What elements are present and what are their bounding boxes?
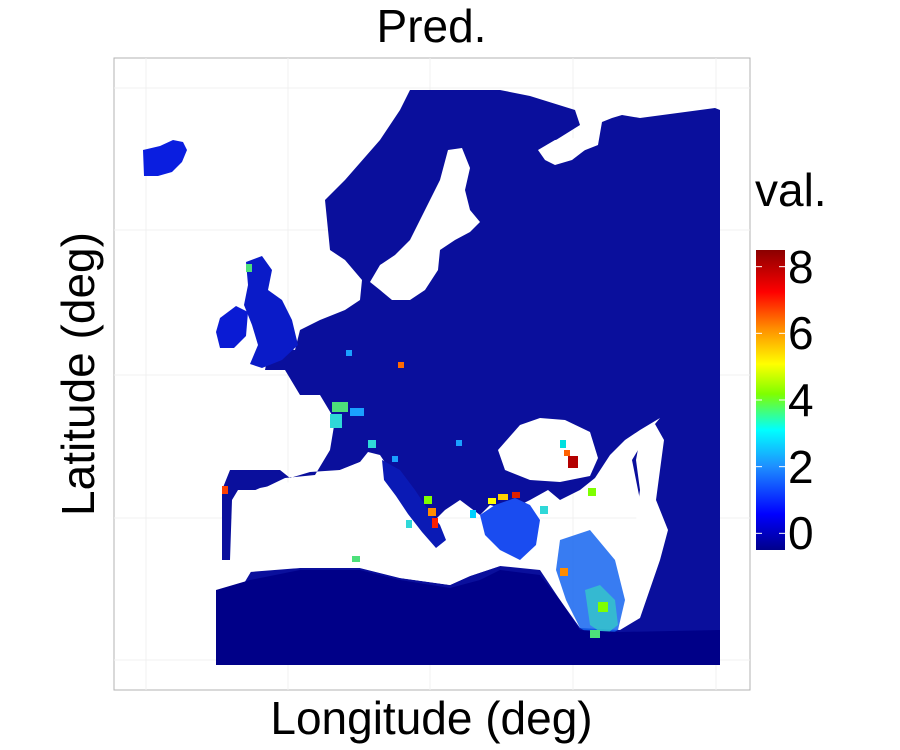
landmass-iceland [143, 140, 187, 176]
legend-tick-label: 4 [788, 374, 814, 426]
x-axis-label: Longitude (deg) [270, 692, 593, 744]
landmass-britain [244, 256, 298, 368]
hotspots [222, 264, 608, 638]
landmass-italy [382, 460, 446, 548]
landmass-ireland [216, 306, 248, 348]
legend-title: val. [755, 164, 827, 216]
landmass-europe [216, 90, 720, 665]
chart-title: Pred. [376, 0, 487, 52]
colorbar [756, 250, 785, 550]
sea-caspian [636, 424, 668, 560]
region-north-africa [216, 570, 720, 665]
sea-mediterranean [232, 462, 548, 585]
sea-baltic [370, 148, 480, 300]
legend-tick-label: 8 [788, 240, 814, 293]
y-axis-label: Latitude (deg) [52, 232, 104, 516]
landmass-greece [480, 498, 540, 560]
legend-tick-label: 2 [788, 440, 814, 493]
sea-white [538, 138, 585, 165]
legend-tick-label: 0 [788, 507, 814, 560]
legend-tick-label: 6 [788, 307, 814, 360]
heatmap-layer [143, 90, 720, 665]
